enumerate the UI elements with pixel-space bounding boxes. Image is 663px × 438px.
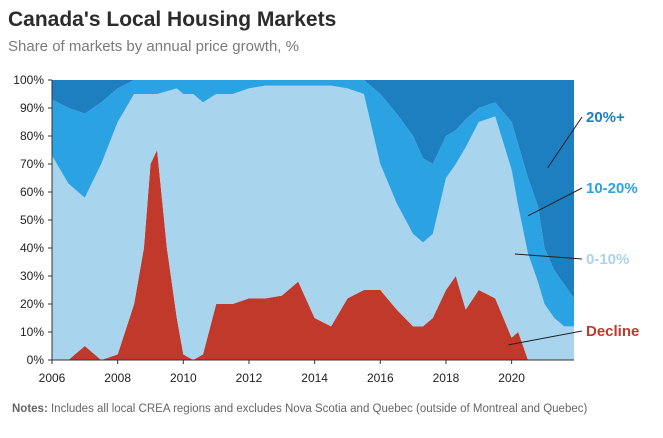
leader-line-10-20pct bbox=[527, 187, 583, 217]
series-label-0-10pct: 0-10% bbox=[586, 251, 629, 268]
y-tick-label: 30% bbox=[20, 269, 44, 283]
chart-title: Canada's Local Housing Markets bbox=[8, 8, 337, 31]
x-tick-label: 2020 bbox=[498, 371, 525, 385]
y-tick-label: 90% bbox=[20, 101, 44, 115]
y-tick-label: 70% bbox=[20, 157, 44, 171]
y-tick-label: 0% bbox=[27, 353, 45, 367]
y-tick-label: 10% bbox=[20, 325, 44, 339]
series-label-20pctplus: 20%+ bbox=[586, 109, 625, 126]
leader-line-0-10pct bbox=[514, 253, 583, 260]
y-tick-label: 80% bbox=[20, 129, 44, 143]
y-tick-label: 60% bbox=[20, 185, 44, 199]
stacked-area-chart: 0% 10% 20% 30% 40% 50% 60% 70% 80% 90% 100% 2006 200… bbox=[13, 73, 639, 385]
x-tick-label: 2008 bbox=[104, 371, 131, 385]
chart-subtitle: Share of markets by annual price growth,… bbox=[8, 38, 299, 55]
x-tick-label: 2006 bbox=[39, 371, 66, 385]
x-tick-label: 2018 bbox=[433, 371, 460, 385]
x-tick-label: 2012 bbox=[236, 371, 263, 385]
x-tick-label: 2014 bbox=[301, 371, 328, 385]
area-20pctplus bbox=[52, 80, 574, 299]
y-tick-label: 50% bbox=[20, 213, 44, 227]
notes-text: Includes all local CREA regions and excl… bbox=[50, 403, 588, 415]
y-tick-label: 100% bbox=[13, 73, 44, 87]
x-tick-label: 2010 bbox=[170, 371, 197, 385]
area-10-20pct bbox=[52, 80, 574, 327]
series-label-10-20pct: 10-20% bbox=[586, 180, 638, 197]
x-tick-label: 2016 bbox=[367, 371, 394, 385]
series-label-decline: Decline bbox=[586, 323, 639, 340]
y-tick-label: 20% bbox=[20, 297, 44, 311]
area-decline bbox=[52, 150, 574, 360]
leader-line-decline bbox=[508, 330, 583, 346]
leader-line-20pctplus bbox=[547, 116, 583, 169]
notes: Notes: Includes all local CREA regions a… bbox=[12, 403, 587, 415]
y-tick-label: 40% bbox=[20, 241, 44, 255]
area-0-10pct bbox=[52, 85, 574, 360]
notes-label: Notes: bbox=[12, 403, 48, 415]
